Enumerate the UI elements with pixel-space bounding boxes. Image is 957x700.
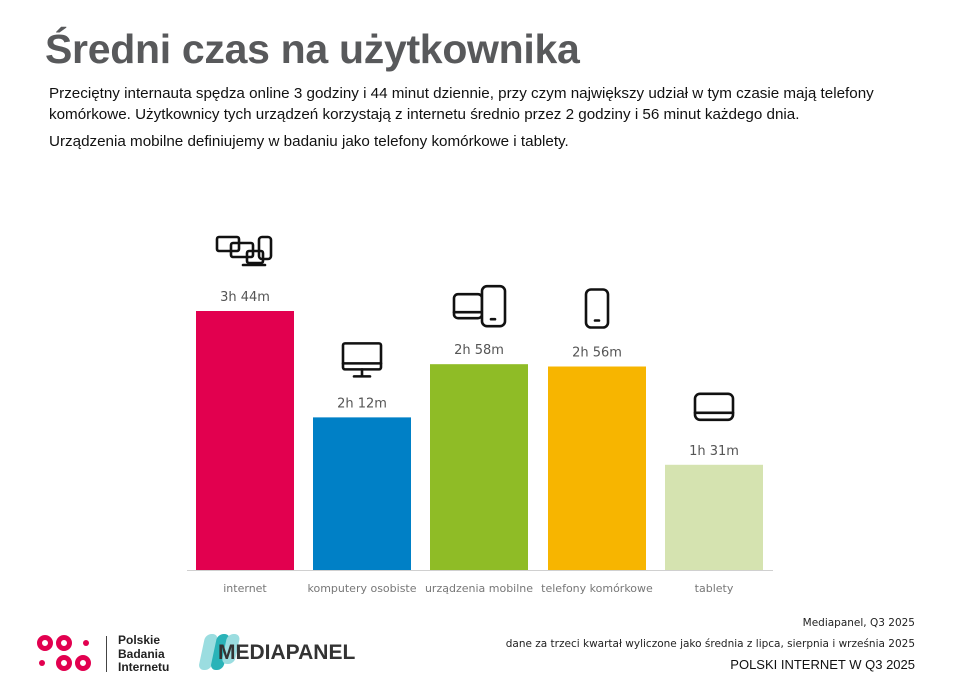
data-label: 2h 56m xyxy=(572,346,622,361)
source-text: Mediapanel, Q3 2025 xyxy=(802,617,915,629)
data-note: dane za trzeci kwartał wyliczone jako śr… xyxy=(505,638,915,650)
bar-1 xyxy=(313,417,411,570)
description: Przeciętny internauta spędza online 3 go… xyxy=(49,85,874,123)
note: Urządzenia mobilne definiujemy w badaniu… xyxy=(49,133,569,150)
data-label: 1h 31m xyxy=(689,444,739,459)
category-label: komputery osobiste xyxy=(307,582,416,595)
bar-4 xyxy=(665,464,763,570)
category-label: tablety xyxy=(695,582,734,595)
category-label: urządzenia mobilne xyxy=(425,582,533,595)
logo-divider xyxy=(106,636,107,672)
pbi-logo-icon xyxy=(37,635,91,671)
bar-2 xyxy=(430,364,528,570)
data-label: 2h 12m xyxy=(337,396,387,411)
multi-device-icon xyxy=(215,235,273,267)
mobile-devices-icon xyxy=(452,284,507,328)
bar-0 xyxy=(196,311,294,570)
report-title: POLSKI INTERNET W Q3 2025 xyxy=(730,657,915,672)
category-label: telefony komórkowe xyxy=(541,582,653,595)
data-label: 2h 58m xyxy=(454,343,504,358)
page-title: Średni czas na użytkownika xyxy=(45,26,580,72)
mediapanel-logo-icon xyxy=(199,634,240,670)
mediapanel-logo-text: MEDIAPANEL xyxy=(218,641,356,664)
data-label: 3h 44m xyxy=(220,290,270,305)
category-label: internet xyxy=(223,582,267,595)
pbi-logo-text: Polskie Badania Internetu xyxy=(118,633,170,674)
tablet-icon xyxy=(693,392,735,422)
phone-icon xyxy=(584,288,610,329)
bar-3 xyxy=(548,366,646,570)
desktop-icon xyxy=(341,342,383,378)
bar-chart: 3h 44m internet 2h 12m komputery osobiste 2h… xyxy=(187,235,773,595)
